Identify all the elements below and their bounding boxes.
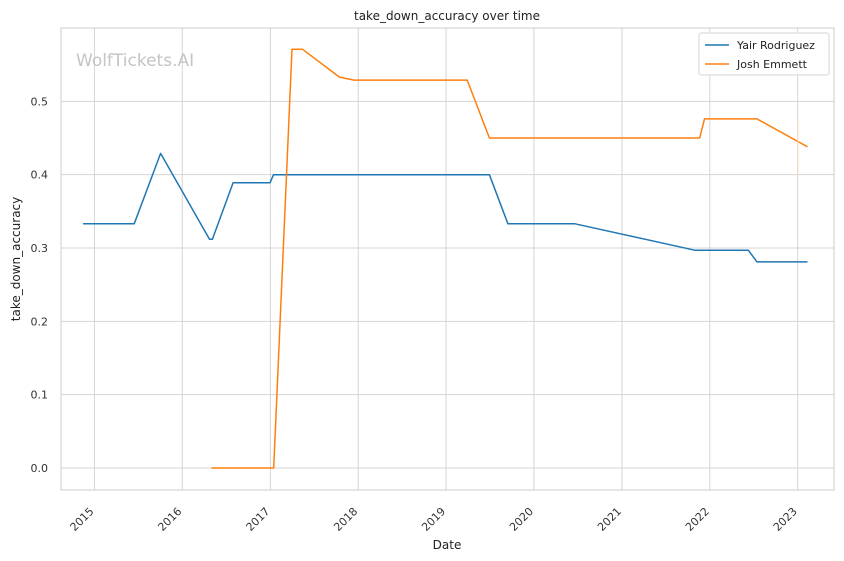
x-tick-label: 2017 (244, 505, 273, 534)
x-tick-label: 2021 (595, 505, 624, 534)
legend-box (698, 32, 830, 76)
watermark: WolfTickets.AI (76, 51, 194, 71)
x-tick-label: 2018 (331, 505, 360, 534)
y-tick-label: 0.1 (31, 389, 49, 402)
chart-title: take_down_accuracy over time (354, 9, 540, 23)
series-line-1 (211, 48, 808, 469)
x-axis-label: Date (433, 538, 462, 552)
series-layer (83, 48, 808, 469)
x-tick-label: 2016 (155, 505, 184, 534)
plot-area (61, 28, 834, 490)
y-tick-label: 0.3 (31, 242, 49, 255)
y-tick-label: 0.0 (31, 462, 49, 475)
y-axis-ticks: 0.0 0.1 0.2 0.3 0.4 0.5 (31, 95, 49, 475)
x-tick-label: 2023 (771, 505, 800, 534)
x-axis-ticks: 2015 2016 2017 2018 2019 2020 2021 2022 2023 (68, 505, 800, 534)
x-tick-label: 2020 (507, 505, 536, 534)
legend: Yair Rodriguez Josh Emmett (698, 32, 830, 76)
x-tick-label: 2015 (68, 505, 97, 534)
plot-frame (60, 27, 835, 491)
y-axis-label: take_down_accuracy (9, 197, 23, 321)
y-tick-label: 0.5 (31, 95, 49, 108)
y-tick-label: 0.2 (31, 315, 49, 328)
x-tick-label: 2019 (419, 505, 448, 534)
x-tick-label: 2022 (683, 505, 712, 534)
y-tick-label: 0.4 (31, 169, 49, 182)
legend-label: Yair Rodriguez (736, 39, 815, 52)
legend-label: Josh Emmett (736, 58, 808, 71)
series-line-0 (83, 152, 808, 263)
